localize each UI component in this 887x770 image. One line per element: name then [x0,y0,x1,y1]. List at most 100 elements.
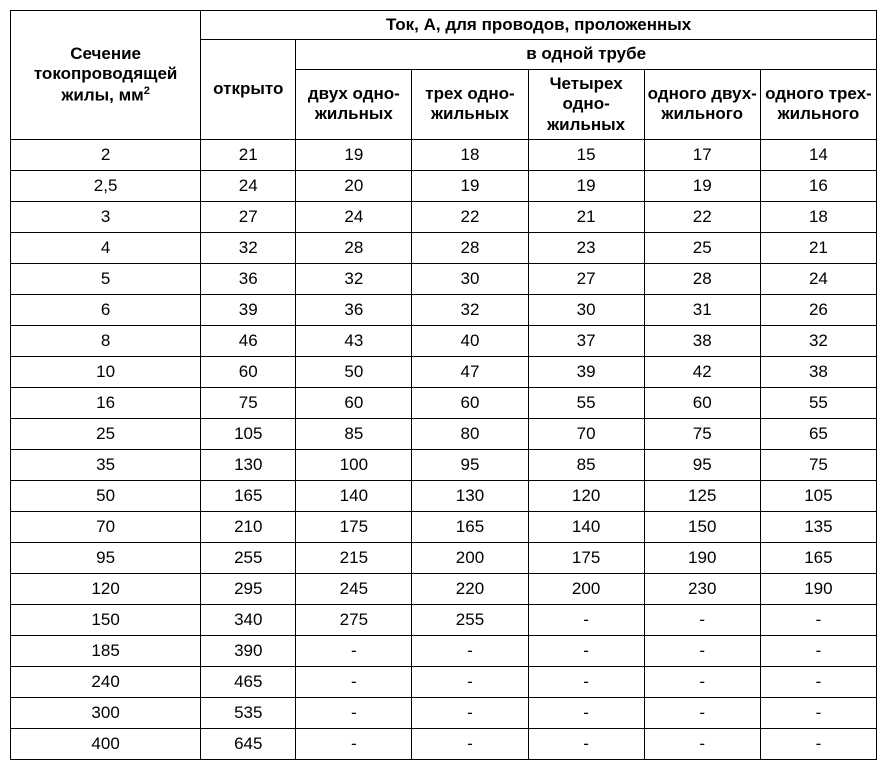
table-cell: 5 [11,263,201,294]
table-cell: - [296,666,412,697]
header-in-pipe: в одной трубе [296,40,877,69]
header-col-1x2core: одного двух-жильного [644,69,760,139]
table-cell: 165 [760,542,876,573]
table-cell: 15 [528,139,644,170]
table-cell: 19 [528,170,644,201]
table-cell: 24 [201,170,296,201]
table-cell: - [644,697,760,728]
table-cell: - [412,666,528,697]
table-cell: 32 [201,232,296,263]
table-cell: 75 [644,418,760,449]
table-cell: - [528,604,644,635]
table-cell: 6 [11,294,201,325]
table-cell: 28 [296,232,412,263]
table-cell: 105 [201,418,296,449]
table-cell: 21 [528,201,644,232]
table-cell: 19 [644,170,760,201]
table-cell: 21 [201,139,296,170]
table-cell: 27 [201,201,296,232]
table-cell: 50 [11,480,201,511]
header-col-2x1core: двух одно-жильных [296,69,412,139]
header-open: открыто [201,40,296,140]
table-cell: 28 [412,232,528,263]
table-cell: 130 [412,480,528,511]
table-cell: - [528,697,644,728]
table-cell: 25 [644,232,760,263]
table-cell: 26 [760,294,876,325]
table-cell: - [644,604,760,635]
table-cell: - [760,666,876,697]
table-cell: 295 [201,573,296,604]
table-cell: 165 [412,511,528,542]
table-cell: 24 [760,263,876,294]
table-cell: 125 [644,480,760,511]
header-section-sup: 2 [144,85,150,97]
table-cell: 30 [528,294,644,325]
table-row: 3513010095859575 [11,449,877,480]
table-cell: 255 [201,542,296,573]
table-row: 50165140130120125105 [11,480,877,511]
table-cell: 10 [11,356,201,387]
table-cell: 60 [296,387,412,418]
table-row: 16756060556055 [11,387,877,418]
table-cell: 16 [11,387,201,418]
table-cell: 65 [760,418,876,449]
table-cell: 55 [528,387,644,418]
table-cell: - [528,666,644,697]
table-header: Сечение токопроводящей жилы, мм2 Ток, А,… [11,11,877,140]
table-cell: 17 [644,139,760,170]
current-capacity-table: Сечение токопроводящей жилы, мм2 Ток, А,… [10,10,877,760]
table-cell: - [644,728,760,759]
table-cell: 175 [296,511,412,542]
table-row: 4322828232521 [11,232,877,263]
table-cell: 18 [412,139,528,170]
table-row: 251058580707565 [11,418,877,449]
table-cell: 25 [11,418,201,449]
table-cell: 175 [528,542,644,573]
table-cell: 240 [11,666,201,697]
table-cell: 75 [760,449,876,480]
table-cell: 8 [11,325,201,356]
table-cell: 2,5 [11,170,201,201]
table-cell: 35 [11,449,201,480]
table-cell: 43 [296,325,412,356]
table-cell: 120 [11,573,201,604]
table-cell: 19 [296,139,412,170]
table-cell: 22 [412,201,528,232]
table-cell: 24 [296,201,412,232]
header-current-top: Ток, А, для проводов, проложенных [201,11,877,40]
table-cell: 465 [201,666,296,697]
table-cell: 38 [760,356,876,387]
table-cell: - [412,697,528,728]
table-cell: 140 [528,511,644,542]
table-cell: 95 [11,542,201,573]
table-cell: - [760,728,876,759]
table-cell: - [760,604,876,635]
table-cell: 190 [644,542,760,573]
table-row: 400645----- [11,728,877,759]
table-cell: 38 [644,325,760,356]
table-cell: 645 [201,728,296,759]
table-cell: 245 [296,573,412,604]
header-col-3x1core: трех одно-жильных [412,69,528,139]
table-cell: - [644,666,760,697]
table-row: 2211918151714 [11,139,877,170]
table-cell: - [412,728,528,759]
table-cell: 4 [11,232,201,263]
header-col-1x3core: одного трех-жильного [760,69,876,139]
table-cell: 150 [11,604,201,635]
table-cell: 400 [11,728,201,759]
table-cell: 275 [296,604,412,635]
table-cell: 32 [296,263,412,294]
table-cell: 14 [760,139,876,170]
table-cell: 60 [412,387,528,418]
table-cell: - [296,697,412,728]
table-cell: - [528,635,644,666]
table-cell: 85 [528,449,644,480]
table-cell: 300 [11,697,201,728]
table-cell: 20 [296,170,412,201]
table-row: 300535----- [11,697,877,728]
table-cell: 3 [11,201,201,232]
table-cell: 60 [201,356,296,387]
table-cell: 40 [412,325,528,356]
